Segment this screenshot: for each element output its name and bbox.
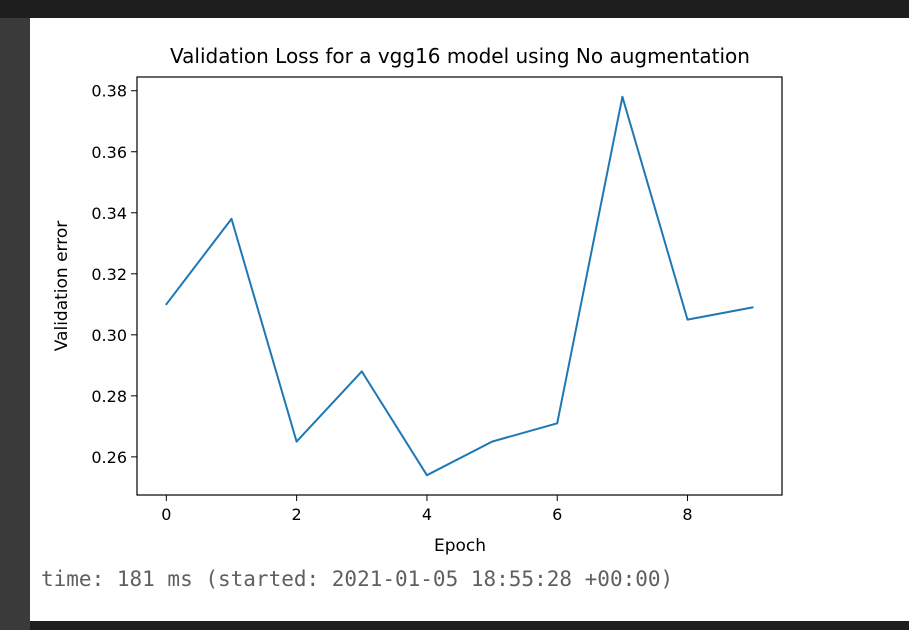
data-point bbox=[751, 306, 754, 309]
data-point bbox=[556, 422, 559, 425]
data-point bbox=[230, 217, 233, 220]
x-axis-ticks: 0 2 4 6 8 bbox=[161, 495, 693, 524]
chart-title: Validation Loss for a vgg16 model using … bbox=[170, 44, 750, 68]
x-tick-label: 8 bbox=[682, 505, 692, 524]
x-tick-label: 2 bbox=[292, 505, 302, 524]
data-point bbox=[621, 95, 624, 98]
validation-loss-line bbox=[165, 95, 753, 477]
plot-area bbox=[136, 76, 783, 496]
x-tick-label: 0 bbox=[161, 505, 171, 524]
y-tick-label: 0.32 bbox=[91, 265, 127, 284]
data-point bbox=[360, 370, 363, 373]
data-point bbox=[686, 318, 689, 321]
y-axis-ticks: 0.26 0.28 0.30 0.32 0.34 0.36 0.38 bbox=[91, 82, 137, 467]
x-tick-label: 6 bbox=[552, 505, 562, 524]
line-chart: Validation Loss for a vgg16 model using … bbox=[52, 44, 783, 556]
data-point bbox=[165, 303, 168, 306]
data-points bbox=[165, 95, 754, 477]
y-tick-label: 0.26 bbox=[91, 448, 127, 467]
data-point bbox=[425, 474, 428, 477]
notebook-top-bar bbox=[0, 0, 909, 18]
data-point bbox=[295, 440, 298, 443]
y-tick-label: 0.36 bbox=[91, 143, 127, 162]
y-tick-label: 0.34 bbox=[91, 204, 127, 223]
x-axis-label: Epoch bbox=[434, 536, 486, 556]
y-tick-label: 0.38 bbox=[91, 82, 127, 101]
data-point bbox=[491, 440, 494, 443]
cell-gutter bbox=[0, 18, 30, 630]
y-tick-label: 0.28 bbox=[91, 387, 127, 406]
y-axis-label: Validation error bbox=[52, 221, 72, 352]
cell-bottom-strip bbox=[30, 621, 909, 630]
x-tick-label: 4 bbox=[422, 505, 432, 524]
y-tick-label: 0.30 bbox=[91, 326, 127, 345]
execution-time-output: time: 181 ms (started: 2021-01-05 18:55:… bbox=[41, 567, 674, 591]
